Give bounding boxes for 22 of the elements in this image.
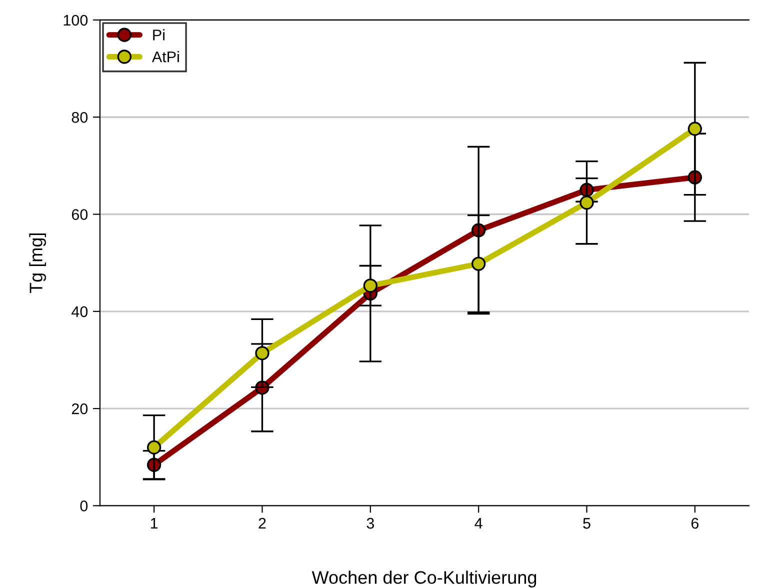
y-tick-label: 20 bbox=[72, 403, 88, 414]
point bbox=[688, 122, 702, 136]
y-tick-label: 60 bbox=[72, 209, 88, 220]
point bbox=[580, 196, 594, 210]
y-tick-label: 40 bbox=[72, 306, 88, 318]
y-axis-title: Tg [mg] bbox=[29, 234, 46, 294]
y-tick-label: 100 bbox=[64, 14, 88, 26]
point bbox=[146, 440, 162, 454]
y-tick-label: 80 bbox=[72, 112, 88, 123]
x-tick-label: 3 bbox=[366, 518, 374, 529]
point bbox=[471, 256, 486, 271]
point bbox=[363, 278, 378, 293]
x-tick-label: 5 bbox=[583, 518, 590, 529]
legend-label: Pi bbox=[153, 29, 164, 40]
point bbox=[255, 346, 270, 360]
x-tick-label: 4 bbox=[474, 518, 482, 529]
legend-label: AtPi bbox=[152, 51, 179, 62]
x-axis-title: Wochen der Co-Kultivierung bbox=[312, 570, 536, 588]
x-tick-label: 2 bbox=[258, 518, 266, 529]
x-tick-label: 1 bbox=[150, 518, 158, 529]
x-tick-label: 6 bbox=[691, 518, 698, 529]
y-tick-label: 0 bbox=[80, 500, 88, 512]
